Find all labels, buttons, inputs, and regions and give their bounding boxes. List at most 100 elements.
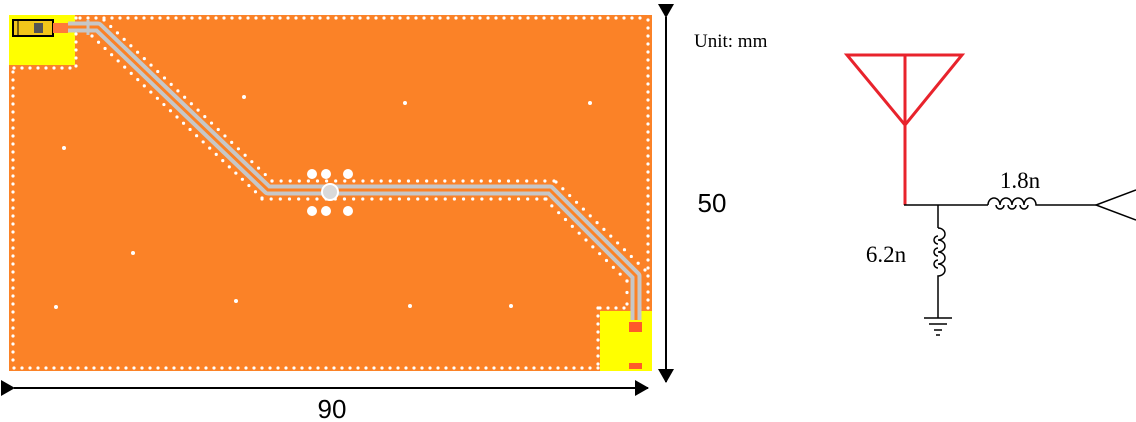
- via-dot: [156, 366, 160, 370]
- via-dot: [228, 366, 232, 370]
- via-dot: [646, 146, 650, 150]
- via-dot: [430, 16, 434, 20]
- via-dot: [564, 366, 568, 370]
- via-dot: [618, 272, 622, 276]
- via-dot: [554, 180, 558, 184]
- via-dot: [366, 16, 370, 20]
- via-dot: [598, 16, 602, 20]
- via-dot: [11, 350, 15, 354]
- via-dot: [11, 150, 15, 154]
- via-dot: [340, 366, 344, 370]
- via-dot: [500, 366, 504, 370]
- via-dot: [11, 238, 15, 242]
- via-dot: [162, 102, 166, 107]
- via-dot: [204, 366, 208, 370]
- via-dot: [388, 366, 392, 370]
- via-dot: [443, 179, 447, 183]
- via-dots: [11, 16, 650, 370]
- shunt-inductor-label: 6.2n: [866, 242, 907, 267]
- via-dot: [480, 197, 484, 201]
- via-dot: [11, 118, 15, 122]
- via-dot: [510, 16, 514, 20]
- via-dot: [428, 366, 432, 370]
- via-dot: [76, 366, 80, 370]
- via-dot: [109, 24, 113, 29]
- via-dot: [596, 346, 600, 350]
- via-dot: [646, 202, 650, 206]
- via-dot: [190, 16, 194, 20]
- via-dot: [646, 42, 650, 46]
- via-dot: [74, 40, 78, 44]
- via-dot: [214, 16, 218, 20]
- via-dot: [646, 210, 650, 214]
- antenna-feed-element: [629, 322, 642, 369]
- via-dot: [142, 84, 146, 88]
- via-dot: [506, 179, 511, 183]
- via-dot: [11, 134, 15, 138]
- via-dot: [548, 366, 552, 370]
- sma-connector: [12, 19, 68, 37]
- via-dot: [230, 16, 234, 20]
- via-dot: [452, 366, 456, 370]
- via-dot: [11, 110, 15, 114]
- via-dot: [535, 197, 539, 201]
- via-dot: [140, 366, 144, 370]
- via-dot: [646, 66, 650, 70]
- via-dot: [479, 179, 483, 183]
- via-dot: [11, 198, 15, 202]
- via-dot: [348, 366, 352, 370]
- height-dimension: 50: [658, 4, 727, 383]
- via-dot: [206, 16, 210, 20]
- via-dot: [484, 366, 488, 370]
- via-dot: [223, 134, 227, 138]
- via-dot: [598, 252, 602, 256]
- via-dot: [115, 31, 120, 35]
- via-dot: [11, 342, 15, 346]
- via-dot: [452, 179, 456, 183]
- via-dot: [534, 16, 538, 20]
- via-dot: [74, 56, 78, 60]
- via-dot: [11, 302, 15, 306]
- via-dot: [646, 306, 650, 310]
- via-dot: [372, 366, 376, 370]
- height-label: 50: [698, 188, 727, 218]
- via-dot: [260, 197, 264, 201]
- via-dot: [646, 186, 650, 190]
- via-dot: [195, 134, 199, 138]
- via-dot: [396, 366, 400, 370]
- via-dot: [102, 18, 106, 22]
- via-dot: [155, 96, 159, 100]
- via-dot: [461, 179, 465, 183]
- via-dot: [196, 366, 200, 370]
- via-dot: [108, 366, 112, 370]
- via-dot: [595, 221, 599, 225]
- via-dot: [11, 278, 15, 282]
- via-dot: [94, 16, 98, 20]
- via-dot: [208, 146, 212, 150]
- via-dot: [326, 16, 330, 20]
- via-dot: [11, 254, 15, 258]
- via-dot: [11, 70, 15, 74]
- via-dot: [364, 366, 368, 370]
- via-dot: [227, 165, 231, 169]
- via-dot: [134, 16, 138, 20]
- via-dot: [415, 179, 420, 183]
- via-dot: [316, 366, 320, 370]
- via-dot: [84, 366, 88, 370]
- via-dot: [270, 16, 274, 20]
- via-dot: [126, 16, 130, 20]
- via-dot: [172, 366, 176, 370]
- via-dot: [468, 366, 472, 370]
- via-dot: [166, 16, 170, 20]
- via-dot: [68, 366, 72, 370]
- via-dot: [646, 74, 650, 78]
- via-dot: [471, 197, 475, 201]
- via-dot: [508, 366, 512, 370]
- via-dot: [110, 16, 114, 20]
- via-dot: [240, 177, 244, 181]
- via-dot: [574, 16, 578, 20]
- via-dot: [646, 50, 650, 54]
- via-dot: [646, 290, 650, 294]
- via-dot: [12, 66, 16, 70]
